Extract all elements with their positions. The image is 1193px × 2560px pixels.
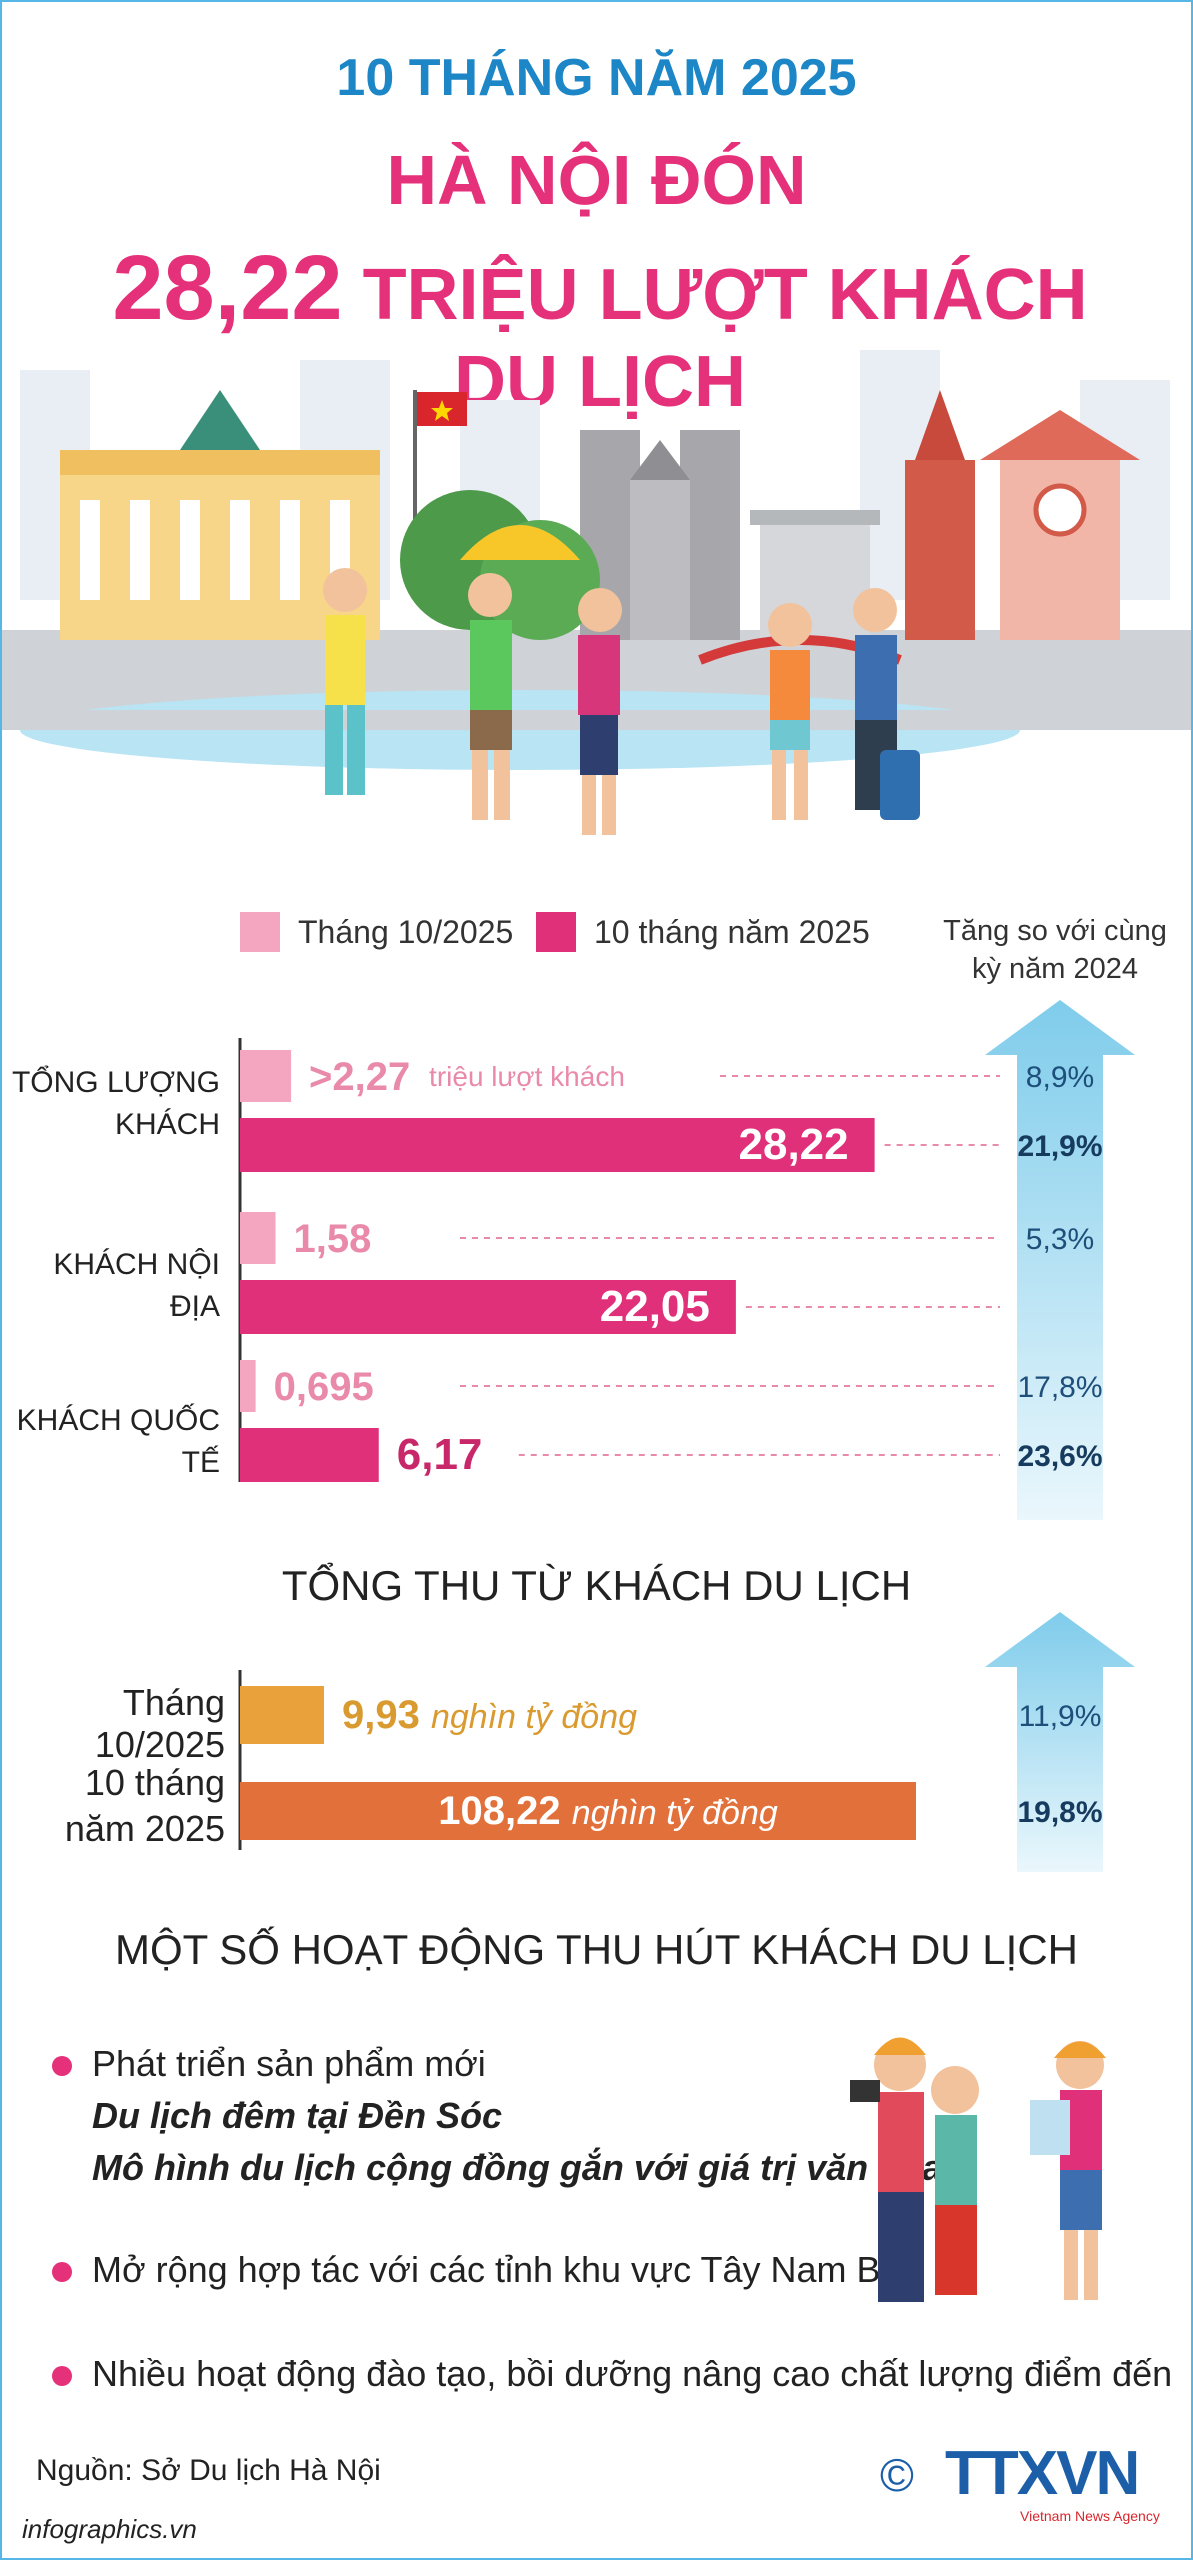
category-label-domestic: KHÁCH NỘI ĐỊA <box>53 1248 220 1323</box>
bar-10months-1 <box>240 1280 736 1334</box>
ttxvn-logo-sub: Vietnam News Agency <box>1020 2508 1160 2524</box>
activity-1-sub1: Du lịch đêm tại Đền Sóc <box>92 2095 503 2136</box>
revenue-growth-1: 19,8% <box>1017 1796 1102 1829</box>
revenue-value-1: 108,22 <box>438 1789 571 1833</box>
bar-month-1 <box>240 1212 276 1264</box>
revenue-unit-1: nghìn tỷ đồng <box>572 1794 778 1832</box>
bullet-dot-1 <box>52 2056 72 2076</box>
header-headline: 28,22 TRIỆU LƯỢT KHÁCH DU LỊCH <box>60 236 1140 423</box>
revenue-label-1: 108,22 nghìn tỷ đồng <box>438 1789 778 1833</box>
headline-number: 28,22 <box>112 237 343 339</box>
revenue-label-0: 9,93 nghìn tỷ đồng <box>342 1693 637 1737</box>
ttxvn-logo: TTXVN <box>945 2439 1140 2508</box>
bar-month-0 <box>240 1050 292 1102</box>
revenue-value-0: 9,93 <box>342 1693 431 1737</box>
bar-label-2-0: 0,695 <box>274 1365 374 1409</box>
revenue-label-10months-2: năm 2025 <box>64 1808 225 1849</box>
activity-1-sub2: Mô hình du lịch cộng đồng gắn với giá tr… <box>92 2147 943 2188</box>
header-title: HÀ NỘI ĐÓN <box>386 141 807 219</box>
revenue-title: TỔNG THU TỪ KHÁCH DU LỊCH <box>281 1562 912 1609</box>
tourists-illustration <box>850 2037 1106 2302</box>
growth-1-0: 5,3% <box>1026 1223 1094 1256</box>
growth-2-1: 23,6% <box>1017 1440 1102 1473</box>
revenue-label-10months-1: 10 tháng <box>84 1762 225 1803</box>
bar-10months-2 <box>240 1428 379 1482</box>
legend-swatch-month <box>240 912 280 952</box>
growth-arrow-revenue <box>985 1612 1135 1872</box>
header-period: 10 THÁNG NĂM 2025 <box>336 49 857 107</box>
legend-label-10months: 10 tháng năm 2025 <box>594 914 870 950</box>
legend-swatch-10months <box>536 912 576 952</box>
growth-arrow-visitors <box>985 1000 1135 1520</box>
activities-title: MỘT SỐ HOẠT ĐỘNG THU HÚT KHÁCH DU LỊCH <box>115 1926 1078 1973</box>
activity-2: Mở rộng hợp tác với các tỉnh khu vực Tây… <box>92 2249 901 2290</box>
source-note: Nguồn: Sở Du lịch Hà Nội <box>36 2454 381 2487</box>
revenue-label-month: Tháng 10/2025 <box>94 1682 225 1765</box>
visitors-bar-chart: >2,27 triệu lượt khách 8,9% 28,22 21,9% 1,58 5… <box>238 1038 1103 1482</box>
category-label-international: KHÁCH QUỐC TẾ <box>16 1404 220 1479</box>
bar-label-2-1: 6,17 <box>397 1430 483 1479</box>
legend-label-month: Tháng 10/2025 <box>298 914 514 950</box>
revenue-unit-0: nghìn tỷ đồng <box>431 1698 637 1736</box>
growth-header: Tăng so với cùng kỳ năm 2024 <box>943 915 1167 985</box>
bar-label-1-0: 1,58 <box>294 1217 372 1261</box>
headline-text: TRIỆU LƯỢT KHÁCH DU LỊCH <box>362 255 1088 422</box>
growth-0-0: 8,9% <box>1026 1061 1094 1094</box>
bar-month-2 <box>240 1360 256 1412</box>
category-label-total: TỔNG LƯỢNG KHÁCH <box>11 1066 220 1141</box>
bullet-dot-3 <box>52 2366 72 2386</box>
revenue-bar-0 <box>240 1686 324 1744</box>
copyright-icon: © <box>880 2449 914 2501</box>
revenue-growth-0: 11,9% <box>1019 1700 1102 1733</box>
growth-0-1: 21,9% <box>1017 1130 1102 1163</box>
site-url: infographics.vn <box>22 2514 197 2544</box>
bar-label-0-0: >2,27 <box>309 1055 410 1099</box>
activity-1: Phát triển sản phẩm mới <box>92 2043 486 2084</box>
growth-2-0: 17,8% <box>1017 1371 1102 1404</box>
revenue-bar-1 <box>240 1782 916 1840</box>
revenue-bar-chart: 9,93 nghìn tỷ đồng 11,9% 108,22 nghìn tỷ đ… <box>238 1670 1103 1850</box>
bar-label-1-1: 22,05 <box>600 1282 710 1331</box>
hanoi-tourists-illustration <box>0 350 1193 835</box>
bar-10months-0 <box>240 1118 875 1172</box>
bullet-dot-2 <box>52 2262 72 2282</box>
activity-3: Nhiều hoạt động đào tạo, bồi dưỡng nâng … <box>92 2353 1173 2394</box>
unit-note: triệu lượt khách <box>429 1061 625 1092</box>
bar-label-0-1: 28,22 <box>739 1120 849 1169</box>
